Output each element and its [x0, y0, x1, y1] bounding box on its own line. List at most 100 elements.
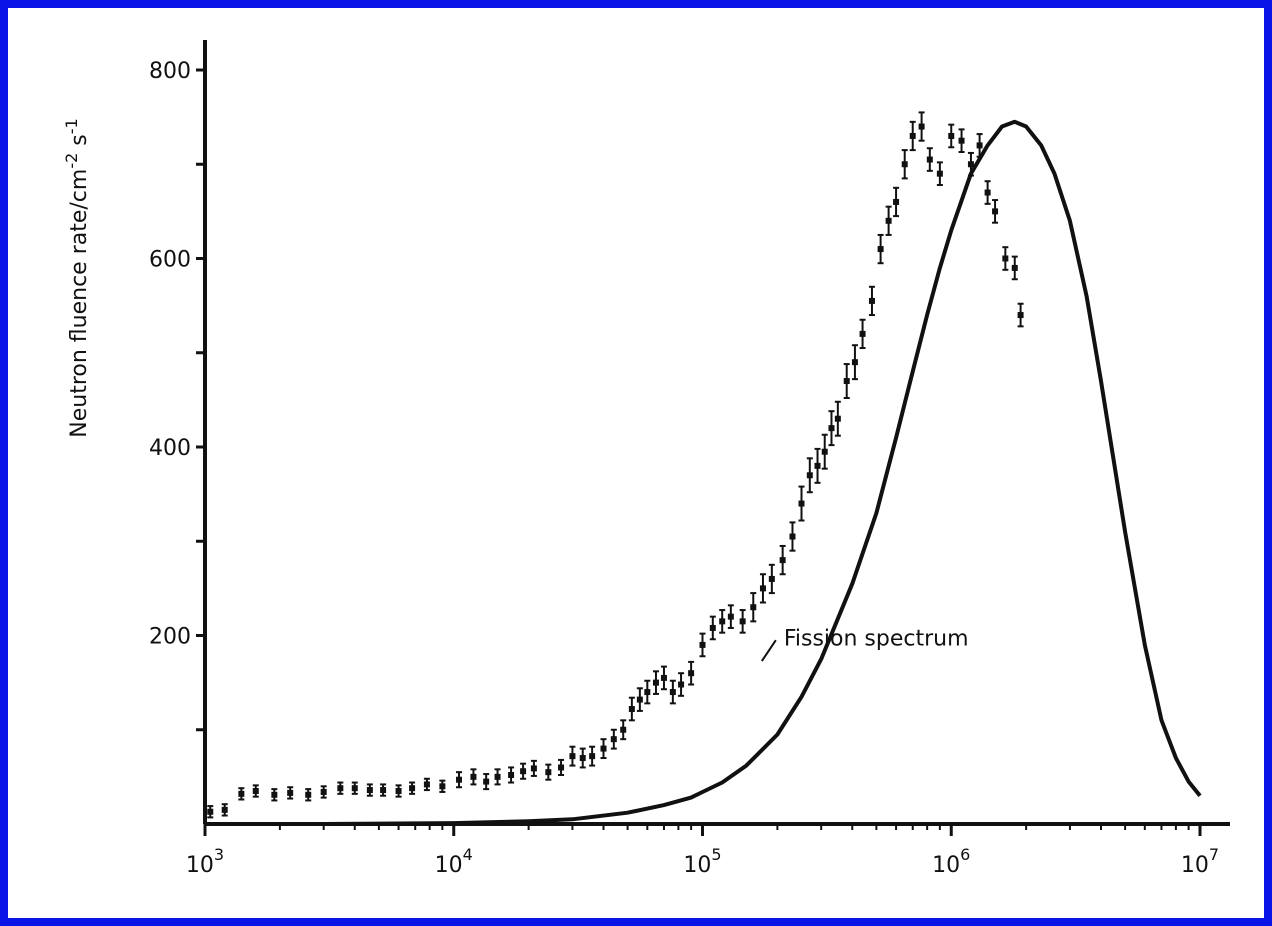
- data-point: [1017, 302, 1024, 328]
- fission-spectrum-label: Fission spectrum: [784, 626, 969, 651]
- data-point: [545, 763, 552, 781]
- point-marker: [439, 783, 446, 790]
- point-marker: [636, 696, 643, 703]
- x-tick-exponent: 6: [960, 845, 970, 864]
- point-marker: [699, 641, 706, 648]
- data-point: [395, 784, 402, 798]
- point-marker: [494, 773, 501, 780]
- data-point: [207, 805, 214, 819]
- data-point: [814, 447, 821, 484]
- point-marker: [610, 736, 617, 743]
- x-tick-base: 10: [186, 853, 214, 878]
- data-point: [520, 762, 527, 780]
- x-ticks: 103 104 105 106 107: [186, 824, 1219, 878]
- data-point: [620, 719, 627, 741]
- data-point: [660, 665, 667, 691]
- data-point: [727, 604, 734, 629]
- point-marker: [877, 246, 884, 253]
- data-point: [483, 773, 490, 791]
- data-point: [305, 788, 312, 802]
- data-point: [984, 180, 991, 205]
- data-point: [834, 400, 841, 437]
- point-marker: [669, 689, 676, 696]
- point-marker: [207, 808, 214, 815]
- x-tick-label: 105: [683, 845, 721, 878]
- point-marker: [678, 681, 685, 688]
- data-point: [456, 771, 463, 789]
- point-marker: [320, 788, 327, 795]
- point-marker: [409, 785, 416, 792]
- point-marker: [644, 689, 651, 696]
- y-axis-title-mid: s: [67, 134, 92, 152]
- data-point: [719, 609, 726, 634]
- data-point: [926, 147, 933, 172]
- point-marker: [530, 765, 537, 772]
- x-tick-exponent: 5: [711, 845, 721, 864]
- x-tick-exponent: 7: [1209, 845, 1219, 864]
- y-tick-label: 200: [149, 625, 191, 650]
- data-point: [439, 779, 446, 793]
- point-marker: [719, 618, 726, 625]
- data-point: [967, 151, 974, 177]
- y-tick-label: 800: [149, 59, 191, 84]
- data-point: [739, 609, 746, 634]
- point-marker: [768, 575, 775, 582]
- data-point: [380, 783, 387, 797]
- point-marker: [976, 142, 983, 149]
- y-axis-title-sup2: -1: [62, 118, 81, 134]
- point-marker: [868, 297, 875, 304]
- x-tick-base: 10: [1181, 853, 1209, 878]
- point-marker: [660, 674, 667, 681]
- point-marker: [508, 771, 515, 778]
- point-marker: [483, 778, 490, 785]
- data-point: [868, 285, 875, 317]
- data-point: [779, 544, 786, 576]
- data-point: [958, 128, 965, 153]
- measured-points-series: [207, 111, 1024, 819]
- point-marker: [967, 161, 974, 168]
- data-point: [589, 745, 596, 767]
- data-point: [1002, 246, 1009, 271]
- x-tick-exponent: 4: [463, 845, 473, 864]
- point-marker: [305, 791, 312, 798]
- point-marker: [652, 679, 659, 686]
- data-point: [494, 768, 501, 786]
- data-point: [759, 573, 766, 604]
- point-marker: [821, 448, 828, 455]
- data-point: [821, 433, 828, 470]
- data-point: [936, 161, 943, 186]
- point-marker: [709, 624, 716, 631]
- data-point: [600, 738, 607, 760]
- point-marker: [984, 189, 991, 196]
- data-point: [644, 679, 651, 705]
- data-point: [877, 233, 884, 265]
- x-tick-label: 107: [1181, 845, 1219, 878]
- point-marker: [750, 604, 757, 611]
- y-ticks: 200 400 600 800: [149, 59, 205, 732]
- point-marker: [558, 764, 565, 771]
- x-tick-base: 10: [683, 853, 711, 878]
- point-marker: [834, 415, 841, 422]
- point-marker: [351, 785, 358, 792]
- data-point: [669, 679, 676, 705]
- data-point: [579, 747, 586, 769]
- data-point: [909, 120, 916, 152]
- point-marker: [992, 208, 999, 215]
- point-marker: [470, 773, 477, 780]
- point-marker: [926, 156, 933, 163]
- point-marker: [569, 753, 576, 760]
- point-marker: [423, 781, 430, 788]
- point-marker: [589, 753, 596, 760]
- point-marker: [545, 769, 552, 776]
- data-point: [636, 687, 643, 712]
- data-point: [885, 205, 892, 236]
- annotation-leader-line: [760, 639, 777, 662]
- chart-panel: 200 400 600 800 103 104 105 106 107 Fission spe…: [8, 8, 1264, 918]
- x-tick-base: 10: [932, 853, 960, 878]
- point-marker: [520, 768, 527, 775]
- point-marker: [851, 359, 858, 366]
- point-marker: [287, 789, 294, 796]
- data-point: [843, 363, 850, 399]
- point-marker: [948, 132, 955, 139]
